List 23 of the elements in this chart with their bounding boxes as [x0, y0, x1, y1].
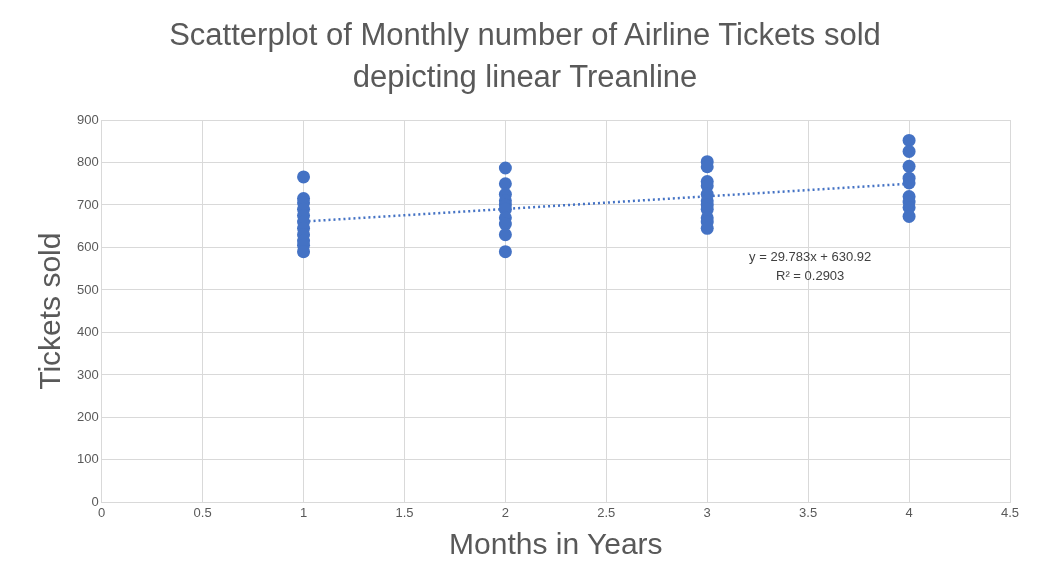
- annotation: y = 29.783x + 630.92 R² = 0.2903: [749, 249, 872, 284]
- y-tick-label: 900: [76, 111, 99, 127]
- chart-title: Scatterplot of Monthly number of Airline Tickets sold depicting linear Treanline: [168, 16, 882, 96]
- x-tick-label: 4.5: [1000, 504, 1020, 520]
- y-tick-label: 800: [76, 154, 99, 170]
- y-axis-title: Tickets sold: [33, 232, 67, 390]
- y-tick-label: 100: [76, 451, 99, 467]
- x-tick-label: 1: [299, 504, 308, 520]
- y-tick-label: 300: [76, 366, 99, 382]
- x-tick-label: 2: [501, 504, 509, 520]
- x-tick-label: 2.5: [597, 504, 616, 520]
- x-tick-label: 1.5: [395, 504, 414, 520]
- x-tick-label: 3: [703, 504, 711, 520]
- y-tick-label: 400: [76, 324, 99, 340]
- x-tick-label: 3.5: [799, 504, 818, 520]
- y-tick-label: 500: [76, 281, 99, 297]
- y-tick-label: 200: [76, 409, 99, 424]
- x-axis-title: Months in Years: [449, 527, 663, 561]
- y-tick-label: 0: [91, 493, 99, 509]
- y-tick-label: 600: [76, 239, 99, 255]
- x-tick-label: 0.5: [193, 504, 212, 520]
- x-tick-label: 4: [905, 504, 913, 520]
- y-tick-label: 700: [76, 196, 99, 212]
